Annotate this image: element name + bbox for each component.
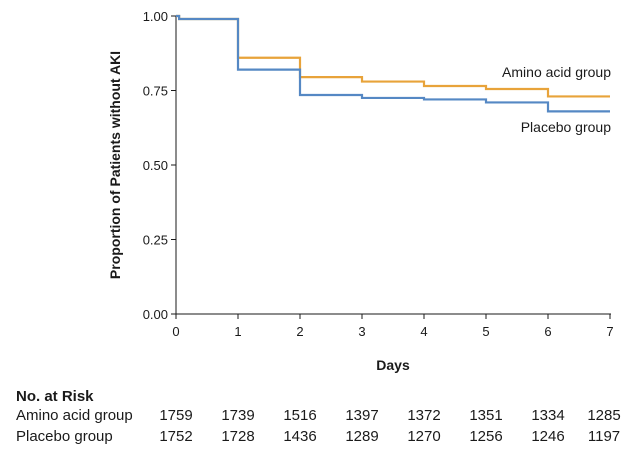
risk-value: 1246 — [531, 428, 565, 445]
risk-value: 1739 — [221, 407, 255, 424]
y-tick-label: 0.00 — [143, 307, 168, 322]
risk-value: 1397 — [345, 407, 379, 424]
km-chart: 0 1 2 3 4 5 6 7 0.00 0.25 0.50 0.75 1.00 Proportion … — [107, 9, 614, 373]
series-line-amino-acid — [176, 14, 610, 98]
risk-value: 1351 — [469, 407, 503, 424]
risk-value: 1334 — [531, 407, 565, 424]
y-tick-label: 0.75 — [143, 84, 168, 99]
x-tick-label: 0 — [172, 324, 179, 339]
x-tick-label: 1 — [234, 324, 241, 339]
risk-value: 1516 — [283, 407, 317, 424]
series-label-amino-acid: Amino acid group — [502, 64, 611, 80]
risk-value: 1759 — [159, 407, 193, 424]
x-tick-label: 4 — [420, 324, 427, 339]
x-tick-label: 5 — [482, 324, 489, 339]
risk-row-label: Amino acid group — [16, 407, 133, 424]
risk-value: 1372 — [407, 407, 441, 424]
y-tick-label: 0.50 — [143, 158, 168, 173]
risk-value: 1728 — [221, 428, 255, 445]
x-tick-label: 2 — [296, 324, 303, 339]
risk-value: 1270 — [407, 428, 441, 445]
series-layer — [176, 14, 610, 113]
y-axis-label: Proportion of Patients without AKI — [107, 51, 123, 279]
x-axis-label: Days — [376, 357, 410, 373]
risk-value: 1197 — [587, 428, 621, 445]
risk-value: 1256 — [469, 428, 503, 445]
series-line-placebo — [176, 14, 610, 113]
risk-value: 1289 — [345, 428, 379, 445]
x-tick-label: 6 — [544, 324, 551, 339]
axes: 0 1 2 3 4 5 6 7 0.00 0.25 0.50 0.75 1.00 — [143, 9, 614, 339]
x-tick-label: 3 — [358, 324, 365, 339]
risk-value: 1436 — [283, 428, 317, 445]
risk-value: 1752 — [159, 428, 193, 445]
risk-value: 1285 — [587, 407, 621, 424]
y-tick-label: 1.00 — [143, 9, 168, 24]
risk-row-label: Placebo group — [16, 428, 113, 445]
x-tick-label: 7 — [606, 324, 613, 339]
risk-table-title: No. at Risk — [16, 388, 94, 405]
series-label-placebo: Placebo group — [521, 119, 612, 135]
y-tick-label: 0.25 — [143, 233, 168, 248]
